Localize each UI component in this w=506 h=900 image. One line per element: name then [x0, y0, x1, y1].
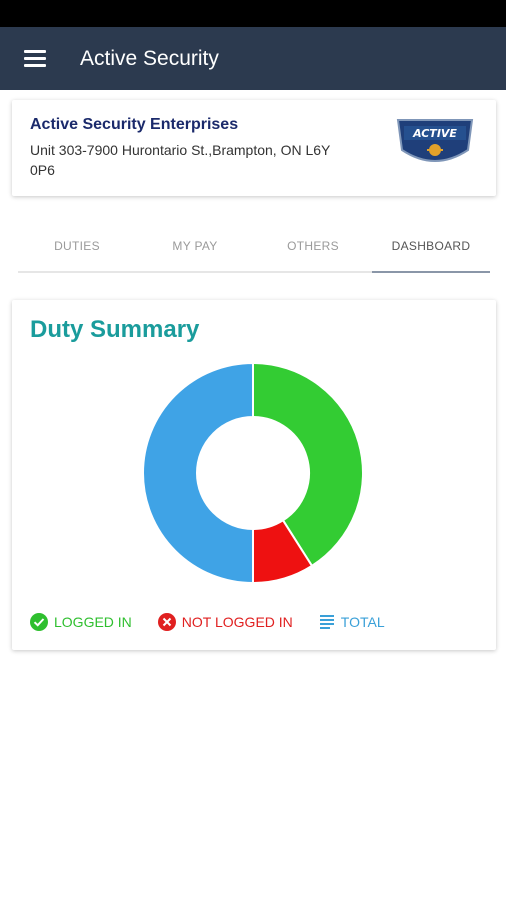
app-title: Active Security — [80, 46, 219, 70]
legend-not-logged-in-label: NOT LOGGED IN — [181, 614, 293, 630]
tab-dashboard[interactable]: DASHBOARD — [372, 225, 490, 273]
company-logo: ACTIVE — [392, 116, 478, 170]
x-circle-icon — [157, 613, 176, 631]
duty-summary-donut-chart — [142, 362, 364, 584]
company-address: Unit 303-7900 Hurontario St.,Brampton, O… — [30, 142, 331, 178]
donut-slice-total[interactable] — [142, 362, 254, 584]
duty-summary-title: Duty Summary — [30, 316, 200, 343]
tab-my-pay[interactable]: MY PAY — [172, 239, 218, 253]
lines-icon — [319, 614, 335, 630]
status-bar — [0, 0, 506, 27]
donut-slice-logged-in[interactable] — [252, 362, 364, 568]
tab-duties[interactable]: DUTIES — [54, 239, 100, 253]
legend-logged-in[interactable]: LOGGED IN — [30, 613, 132, 631]
app-bar: Active Security — [0, 27, 506, 90]
hamburger-menu-icon[interactable] — [24, 47, 48, 71]
duty-summary-card: Duty Summary LOGGED IN NOT LOGGED IN TOT… — [12, 300, 496, 650]
company-card: Active Security Enterprises Unit 303-790… — [12, 100, 496, 196]
chart-legend: LOGGED IN NOT LOGGED IN TOTAL — [30, 613, 411, 631]
svg-text:ACTIVE: ACTIVE — [412, 127, 457, 140]
tab-others[interactable]: OTHERS — [287, 239, 339, 253]
legend-logged-in-label: LOGGED IN — [54, 614, 132, 630]
check-circle-icon — [30, 613, 48, 631]
legend-not-logged-in[interactable]: NOT LOGGED IN — [157, 613, 293, 631]
tab-bar: DUTIES MY PAY OTHERS DASHBOARD — [18, 225, 490, 273]
legend-total-label: TOTAL — [340, 614, 385, 630]
company-name: Active Security Enterprises — [30, 116, 239, 133]
legend-total[interactable]: TOTAL — [319, 614, 385, 630]
